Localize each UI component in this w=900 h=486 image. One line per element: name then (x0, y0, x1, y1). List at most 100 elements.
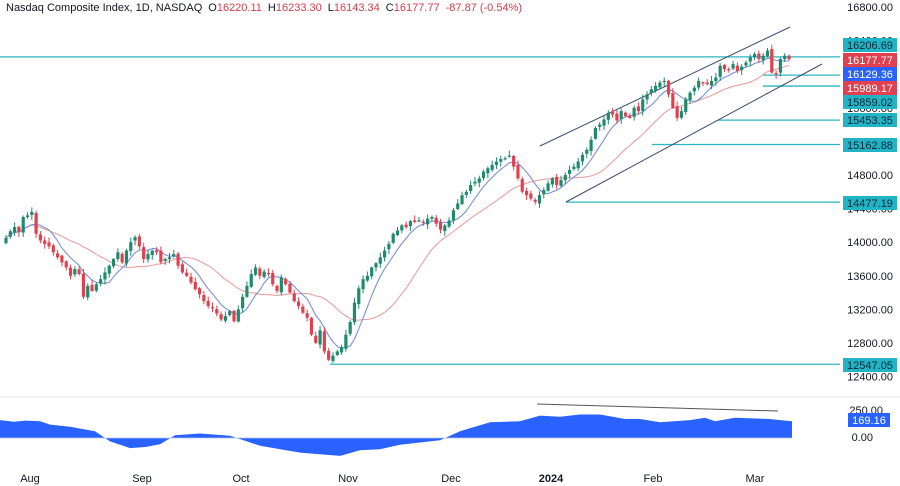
candle-body (787, 55, 791, 60)
candle-body (47, 242, 51, 247)
candle-body (499, 159, 503, 162)
candle-body (249, 274, 253, 287)
time-axis-tick: Feb (644, 473, 663, 485)
open-key: O (208, 2, 217, 14)
candle-body (770, 49, 774, 73)
candle-body (116, 252, 120, 260)
candle-body (598, 124, 602, 127)
oscillator-value-tag (848, 413, 890, 427)
price-tag-label: 16129.36 (847, 69, 893, 81)
candle-body (357, 288, 361, 305)
price-tag-label: 15453.35 (847, 115, 893, 127)
fast-moving-average-line (5, 57, 789, 349)
channel-upper-line (539, 26, 791, 147)
candle-body (241, 296, 245, 309)
candle-body (382, 250, 387, 258)
candle-body (752, 54, 757, 58)
horizontal-levels (0, 56, 840, 365)
candle-body (550, 178, 554, 185)
candle-body (150, 250, 154, 255)
close-value: 16177.77 (393, 2, 440, 14)
symbol-title: Nasdaq Composite Index, 1D, NASDAQ (6, 2, 203, 14)
price-tag (843, 196, 897, 210)
candle-body (486, 168, 490, 174)
candle-body (68, 267, 73, 276)
oscillator-pane (0, 403, 792, 456)
candle-body (266, 273, 271, 275)
candle-body (555, 176, 559, 186)
candle-body (86, 285, 90, 298)
candle-body (120, 253, 124, 263)
candle-body (473, 181, 477, 184)
candle-body (73, 269, 77, 275)
price-axis-tick: 12400.00 (847, 372, 893, 384)
candle-body (223, 316, 228, 321)
candle-body (654, 85, 658, 91)
candle-body (245, 285, 249, 297)
candle-body (331, 355, 335, 361)
candle-body (25, 215, 30, 218)
chart-header: Nasdaq Composite Index, 1D, NASDAQ O 1622… (6, 2, 528, 18)
candle-body (722, 64, 727, 70)
change-value: -87.87 (-0.54%) (445, 2, 523, 14)
candle-body (163, 259, 167, 261)
candle-body (133, 237, 137, 241)
time-axis[interactable]: Aug Sep Oct Nov Dec 2024 Feb Mar (20, 473, 765, 485)
candle-body (572, 166, 576, 170)
candle-body (697, 80, 701, 88)
price-tag-label: 16177.77 (847, 55, 893, 67)
candle-body (520, 179, 524, 192)
candle-body (378, 257, 382, 264)
price-axis-tick: 14000.00 (847, 237, 893, 249)
candle-body (408, 221, 413, 227)
candle-body (167, 257, 172, 260)
candle-body (60, 255, 64, 263)
candle-body (623, 112, 628, 117)
candle-body (99, 279, 103, 284)
candle-body (494, 161, 499, 165)
candle-body (456, 203, 460, 209)
candle-body (275, 285, 279, 291)
candle-body (339, 347, 344, 353)
candle-body (180, 264, 184, 273)
candle-body (17, 226, 21, 233)
candle-body (309, 317, 314, 335)
candle-body (649, 89, 653, 93)
price-tag (843, 95, 897, 109)
candle-body (430, 217, 434, 219)
candle-body (327, 351, 331, 360)
candle-body (477, 178, 481, 183)
candle-body (684, 99, 688, 112)
candle-body (447, 220, 451, 227)
price-tag-label: 14477.19 (847, 198, 893, 210)
candle-body (783, 55, 787, 60)
price-axis-tick: 14800.00 (847, 170, 893, 182)
candle-body (292, 293, 296, 301)
candle-body (301, 306, 305, 313)
candle-body (400, 225, 404, 231)
candle-body (709, 80, 714, 86)
time-axis-tick: 2024 (539, 473, 564, 485)
candle-body (757, 53, 761, 60)
candle-body (413, 220, 417, 223)
price-tag-label: 15162.88 (847, 140, 893, 152)
candle-body (567, 169, 572, 174)
candle-body (365, 275, 369, 281)
candle-body (4, 238, 8, 244)
candle-body (727, 69, 731, 71)
candle-body (778, 59, 782, 73)
candle-body (675, 106, 679, 118)
candle-body (348, 322, 352, 334)
candle-body (628, 115, 632, 118)
candle-body (503, 158, 507, 160)
candle-body (258, 268, 262, 276)
candle-body (107, 265, 111, 274)
candle-body (611, 111, 615, 115)
candle-body (344, 334, 348, 349)
candle-body (537, 195, 542, 204)
candle-body (464, 191, 468, 195)
candle-body (197, 288, 202, 295)
candle-body (645, 94, 649, 100)
